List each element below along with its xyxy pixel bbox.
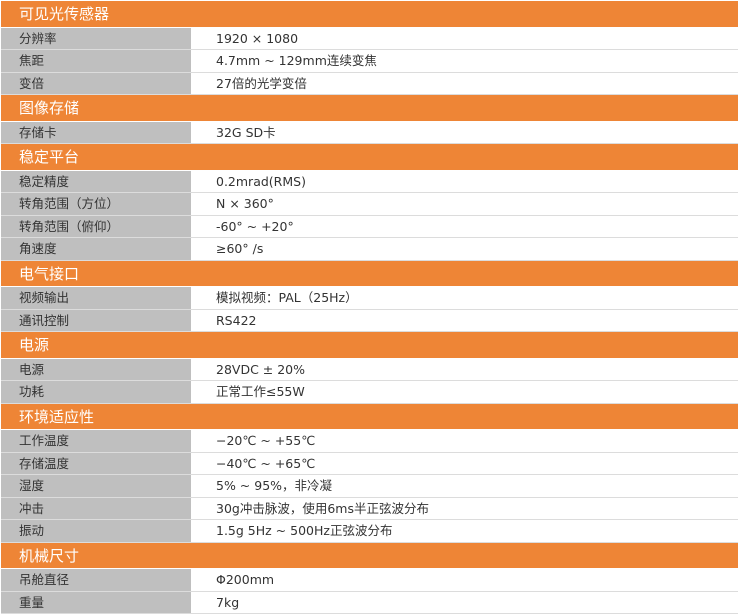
spec-label: 角速度	[1, 238, 191, 260]
table-row: 角速度 ≥60° /s	[1, 238, 738, 261]
spec-value: 1920 × 1080	[191, 27, 738, 49]
spec-value: ≥60° /s	[191, 238, 738, 260]
spec-value: 27倍的光学变倍	[191, 72, 738, 94]
spec-label: 存储温度	[1, 452, 191, 474]
spec-value: 1.5g 5Hz ~ 500Hz正弦波分布	[191, 520, 738, 542]
spec-value: 4.7mm ~ 129mm连续变焦	[191, 50, 738, 72]
table-row: 重量 7kg	[1, 591, 738, 614]
spec-value: 0.2mrad(RMS)	[191, 170, 738, 192]
table-row: 通讯控制 RS422	[1, 309, 738, 332]
spec-label: 转角范围（俯仰）	[1, 215, 191, 237]
section-header: 图像存储	[1, 95, 738, 122]
table-row: 电源 28VDC ± 20%	[1, 358, 738, 381]
table-row: 吊舱直径 Φ200mm	[1, 569, 738, 592]
table-row: 焦距 4.7mm ~ 129mm连续变焦	[1, 50, 738, 73]
table-row: 变倍 27倍的光学变倍	[1, 72, 738, 95]
section-header: 机械尺寸	[1, 542, 738, 569]
table-row: 冲击 30g冲击脉波，使用6ms半正弦波分布	[1, 497, 738, 520]
spec-label: 存储卡	[1, 121, 191, 143]
table-row: 工作温度 −20℃ ~ +55℃	[1, 430, 738, 453]
section-header: 可见光传感器	[1, 1, 738, 28]
spec-value: N × 360°	[191, 193, 738, 215]
section-header: 电源	[1, 332, 738, 359]
spec-label: 视频输出	[1, 287, 191, 309]
table-row: 湿度 5% ~ 95%，非冷凝	[1, 475, 738, 498]
spec-value: 5% ~ 95%，非冷凝	[191, 475, 738, 497]
spec-value: -60° ~ +20°	[191, 215, 738, 237]
table-row: 存储卡 32G SD卡	[1, 121, 738, 144]
spec-value: −20℃ ~ +55℃	[191, 430, 738, 452]
spec-label: 功耗	[1, 381, 191, 403]
table-row: 转角范围（俯仰） -60° ~ +20°	[1, 215, 738, 238]
spec-label: 重量	[1, 591, 191, 613]
spec-label: 振动	[1, 520, 191, 542]
table-row: 存储温度 −40℃ ~ +65℃	[1, 452, 738, 475]
spec-value: 7kg	[191, 591, 738, 613]
spec-value: 模拟视频：PAL（25Hz）	[191, 287, 738, 309]
spec-label: 通讯控制	[1, 309, 191, 331]
spec-label: 工作温度	[1, 430, 191, 452]
spec-label: 湿度	[1, 475, 191, 497]
spec-label: 分辨率	[1, 27, 191, 49]
table-row: 稳定精度 0.2mrad(RMS)	[1, 170, 738, 193]
table-row: 视频输出 模拟视频：PAL（25Hz）	[1, 287, 738, 310]
table-row: 振动 1.5g 5Hz ~ 500Hz正弦波分布	[1, 520, 738, 543]
spec-value: 30g冲击脉波，使用6ms半正弦波分布	[191, 497, 738, 519]
spec-value: 28VDC ± 20%	[191, 358, 738, 380]
spec-label: 转角范围（方位）	[1, 193, 191, 215]
spec-value: RS422	[191, 309, 738, 331]
spec-value: 正常工作≤55W	[191, 381, 738, 403]
section-header: 环境适应性	[1, 403, 738, 430]
spec-value: Φ200mm	[191, 569, 738, 591]
table-row: 分辨率 1920 × 1080	[1, 27, 738, 50]
spec-label: 冲击	[1, 497, 191, 519]
spec-label: 变倍	[1, 72, 191, 94]
spec-value: 32G SD卡	[191, 121, 738, 143]
table-row: 转角范围（方位） N × 360°	[1, 193, 738, 216]
section-header: 稳定平台	[1, 144, 738, 171]
table-row: 功耗 正常工作≤55W	[1, 381, 738, 404]
spec-label: 稳定精度	[1, 170, 191, 192]
spec-value: −40℃ ~ +65℃	[191, 452, 738, 474]
spec-label: 吊舱直径	[1, 569, 191, 591]
spec-label: 电源	[1, 358, 191, 380]
section-header: 电气接口	[1, 260, 738, 287]
spec-label: 焦距	[1, 50, 191, 72]
